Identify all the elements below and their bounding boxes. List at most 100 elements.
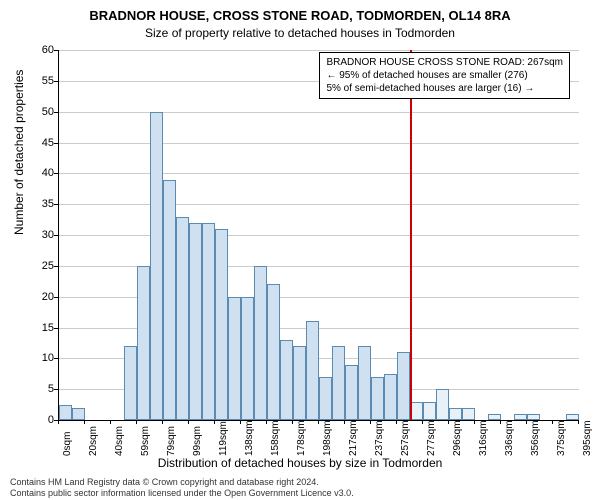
xtick-mark — [110, 420, 111, 424]
annotation-line-2: ← 95% of detached houses are smaller (27… — [326, 69, 563, 82]
ytick-label: 40 — [42, 167, 54, 179]
ytick-label: 60 — [42, 44, 54, 56]
histogram-bar — [215, 229, 228, 420]
gridline — [59, 173, 579, 174]
ytick-label: 35 — [42, 198, 54, 210]
histogram-bar — [189, 223, 202, 420]
x-axis-label: Distribution of detached houses by size … — [0, 456, 600, 470]
xtick-mark — [84, 420, 85, 424]
histogram-bar — [527, 414, 540, 420]
histogram-bar — [436, 389, 449, 420]
ytick-mark — [54, 297, 58, 298]
gridline — [59, 50, 579, 51]
xtick-mark — [578, 420, 579, 424]
histogram-bar — [345, 365, 358, 421]
footnote-1: Contains HM Land Registry data © Crown c… — [10, 477, 319, 487]
gridline — [59, 143, 579, 144]
ytick-mark — [54, 50, 58, 51]
xtick-mark — [422, 420, 423, 424]
xtick-label: 158sqm — [270, 420, 281, 456]
ytick-mark — [54, 389, 58, 390]
footnote-2: Contains public sector information licen… — [10, 488, 354, 498]
ytick-mark — [54, 81, 58, 82]
xtick-mark — [474, 420, 475, 424]
xtick-label: 79sqm — [166, 426, 177, 456]
histogram-bar — [137, 266, 150, 420]
xtick-label: 277sqm — [426, 420, 437, 456]
ytick-mark — [54, 328, 58, 329]
xtick-label: 198sqm — [322, 420, 333, 456]
ytick-mark — [54, 173, 58, 174]
xtick-mark — [266, 420, 267, 424]
xtick-label: 356sqm — [530, 420, 541, 456]
chart-title-main: BRADNOR HOUSE, CROSS STONE ROAD, TODMORD… — [0, 8, 600, 23]
xtick-label: 375sqm — [556, 420, 567, 456]
xtick-label: 336sqm — [504, 420, 515, 456]
histogram-bar — [358, 346, 371, 420]
xtick-label: 257sqm — [400, 420, 411, 456]
ytick-label: 30 — [42, 229, 54, 241]
xtick-label: 0sqm — [62, 432, 73, 456]
histogram-bar — [163, 180, 176, 421]
ytick-label: 50 — [42, 106, 54, 118]
ytick-mark — [54, 358, 58, 359]
xtick-mark — [240, 420, 241, 424]
ytick-mark — [54, 204, 58, 205]
ytick-label: 45 — [42, 137, 54, 149]
histogram-bar — [280, 340, 293, 420]
xtick-label: 395sqm — [582, 420, 593, 456]
xtick-label: 296sqm — [452, 420, 463, 456]
xtick-mark — [58, 420, 59, 424]
histogram-bar — [306, 321, 319, 420]
xtick-mark — [318, 420, 319, 424]
plot-area — [58, 50, 579, 421]
histogram-bar — [228, 297, 241, 420]
histogram-bar — [449, 408, 462, 420]
ytick-mark — [54, 143, 58, 144]
histogram-bar — [59, 405, 72, 420]
xtick-mark — [292, 420, 293, 424]
histogram-bar — [72, 408, 85, 420]
histogram-bar — [150, 112, 163, 420]
marker-vertical-line — [410, 50, 412, 420]
histogram-bar — [176, 217, 189, 421]
y-axis-label: Number of detached properties — [12, 70, 26, 235]
histogram-bar — [371, 377, 384, 420]
ytick-label: 10 — [42, 352, 54, 364]
xtick-mark — [136, 420, 137, 424]
xtick-label: 138sqm — [244, 420, 255, 456]
chart-container: BRADNOR HOUSE, CROSS STONE ROAD, TODMORD… — [0, 0, 600, 500]
xtick-mark — [448, 420, 449, 424]
xtick-label: 40sqm — [114, 426, 125, 456]
annotation-box: BRADNOR HOUSE CROSS STONE ROAD: 267sqm ←… — [319, 52, 570, 99]
xtick-label: 119sqm — [218, 421, 229, 456]
xtick-mark — [500, 420, 501, 424]
xtick-mark — [526, 420, 527, 424]
gridline — [59, 204, 579, 205]
histogram-bar — [267, 284, 280, 420]
ytick-label: 55 — [42, 75, 54, 87]
xtick-mark — [396, 420, 397, 424]
gridline — [59, 112, 579, 113]
xtick-label: 237sqm — [374, 420, 385, 456]
histogram-bar — [124, 346, 137, 420]
xtick-label: 217sqm — [348, 420, 359, 456]
xtick-mark — [344, 420, 345, 424]
ytick-label: 20 — [42, 291, 54, 303]
xtick-label: 59sqm — [140, 426, 151, 456]
histogram-bar — [462, 408, 475, 420]
histogram-bar — [319, 377, 332, 420]
annotation-line-3: 5% of semi-detached houses are larger (1… — [326, 82, 563, 95]
xtick-mark — [188, 420, 189, 424]
histogram-bar — [332, 346, 345, 420]
histogram-bar — [423, 402, 436, 421]
histogram-bar — [241, 297, 254, 420]
ytick-label: 15 — [42, 322, 54, 334]
xtick-mark — [162, 420, 163, 424]
gridline — [59, 235, 579, 236]
xtick-label: 316sqm — [478, 420, 489, 456]
histogram-bar — [384, 374, 397, 420]
xtick-mark — [214, 420, 215, 424]
ytick-mark — [54, 112, 58, 113]
chart-title-sub: Size of property relative to detached ho… — [0, 26, 600, 40]
